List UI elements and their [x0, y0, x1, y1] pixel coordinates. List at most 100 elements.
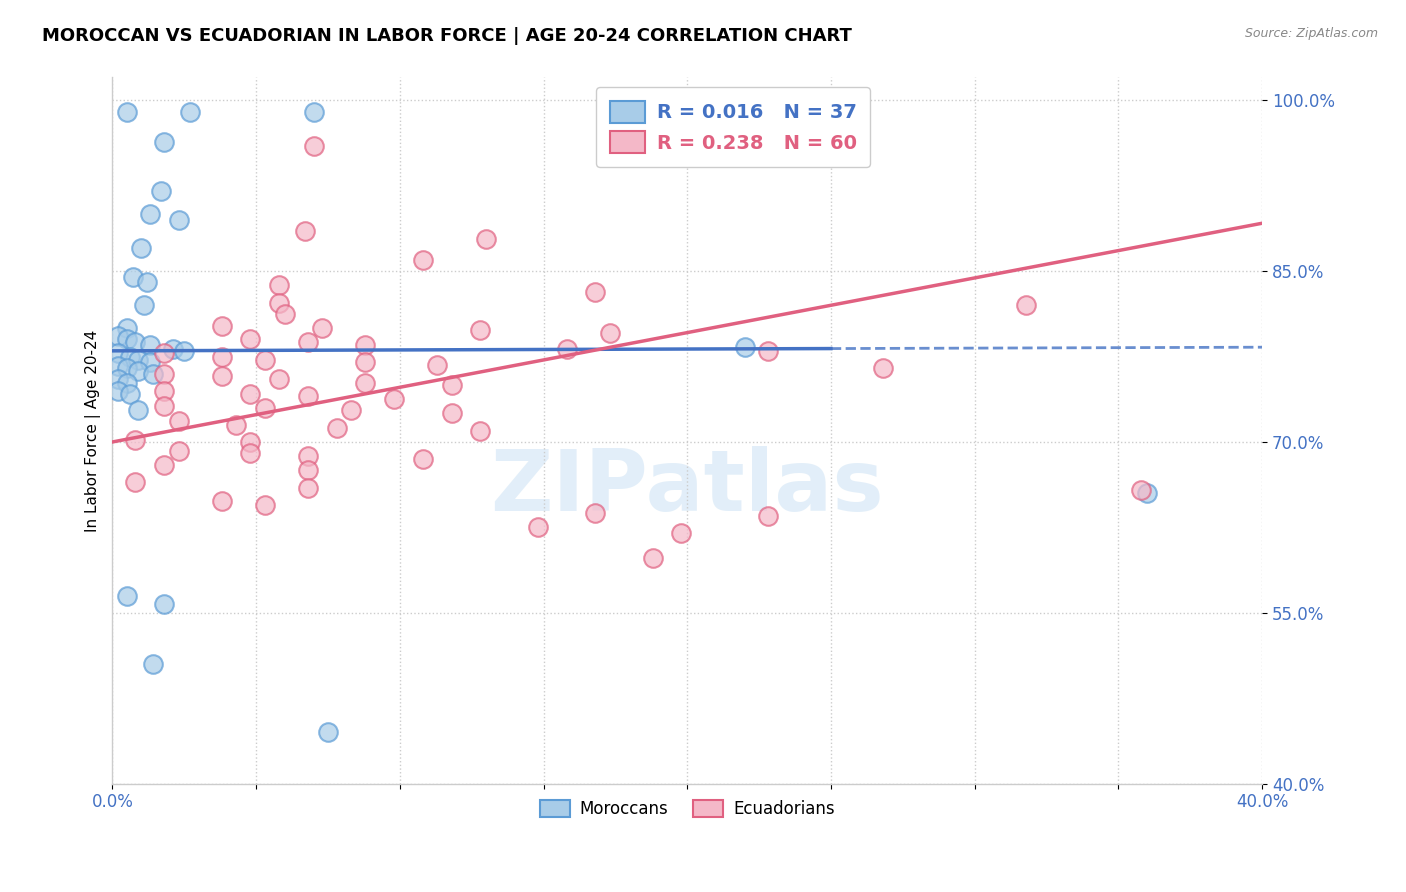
Point: [253, 401, 276, 415]
Point: [316, 725, 339, 739]
Point: [470, 424, 492, 438]
Point: [475, 232, 498, 246]
Point: [211, 368, 233, 383]
Point: [115, 333, 138, 347]
Point: [253, 498, 276, 512]
Point: [139, 355, 162, 369]
Point: [127, 353, 149, 368]
Point: [162, 342, 184, 356]
Point: [139, 338, 162, 352]
Point: [239, 434, 262, 449]
Point: [440, 407, 463, 421]
Point: [139, 207, 162, 221]
Point: [153, 346, 176, 360]
Point: [107, 384, 129, 398]
Point: [412, 252, 434, 267]
Point: [239, 387, 262, 401]
Point: [142, 657, 165, 672]
Point: [1015, 298, 1038, 312]
Point: [1136, 486, 1159, 500]
Point: [641, 551, 664, 566]
Point: [211, 318, 233, 333]
Point: [269, 296, 291, 310]
Point: [115, 360, 138, 375]
Point: [526, 520, 548, 534]
Point: [115, 376, 138, 390]
Point: [302, 104, 325, 119]
Point: [872, 360, 894, 375]
Point: [325, 421, 347, 435]
Point: [274, 307, 297, 321]
Point: [107, 346, 129, 360]
Point: [129, 241, 152, 255]
Point: [311, 321, 333, 335]
Point: [153, 399, 176, 413]
Point: [179, 104, 201, 119]
Point: [382, 392, 405, 406]
Point: [225, 417, 247, 432]
Point: [583, 506, 606, 520]
Point: [124, 433, 146, 447]
Point: [107, 329, 129, 343]
Point: [426, 358, 449, 372]
Point: [211, 494, 233, 508]
Point: [239, 333, 262, 347]
Point: [297, 481, 319, 495]
Point: [211, 350, 233, 364]
Point: [124, 475, 146, 489]
Point: [115, 104, 138, 119]
Point: [734, 340, 756, 354]
Point: [173, 343, 195, 358]
Point: [599, 326, 621, 340]
Point: [142, 367, 165, 381]
Point: [340, 403, 363, 417]
Point: [354, 376, 377, 390]
Point: [153, 136, 176, 150]
Point: [153, 367, 176, 381]
Point: [167, 415, 190, 429]
Point: [297, 334, 319, 349]
Point: [167, 444, 190, 458]
Point: [115, 321, 138, 335]
Point: [756, 343, 779, 358]
Point: [302, 138, 325, 153]
Point: [792, 99, 814, 113]
Point: [412, 452, 434, 467]
Point: [124, 334, 146, 349]
Point: [470, 323, 492, 337]
Point: [239, 446, 262, 460]
Point: [150, 185, 173, 199]
Point: [253, 353, 276, 368]
Point: [756, 509, 779, 524]
Point: [115, 589, 138, 603]
Point: [127, 364, 149, 378]
Point: [354, 355, 377, 369]
Point: [269, 277, 291, 292]
Point: [269, 372, 291, 386]
Point: [127, 403, 149, 417]
Point: [297, 449, 319, 463]
Point: [167, 212, 190, 227]
Point: [153, 458, 176, 472]
Point: [297, 463, 319, 477]
Point: [132, 298, 155, 312]
Point: [153, 384, 176, 398]
Point: [118, 387, 141, 401]
Point: [121, 269, 143, 284]
Point: [118, 350, 141, 364]
Point: [153, 597, 176, 611]
Point: [583, 285, 606, 299]
Point: [107, 359, 129, 373]
Point: [297, 389, 319, 403]
Point: [440, 378, 463, 392]
Point: [294, 224, 316, 238]
Point: [555, 342, 578, 356]
Point: [354, 338, 377, 352]
Text: ZIPatlas: ZIPatlas: [491, 446, 884, 529]
Point: [107, 372, 129, 386]
Text: Source: ZipAtlas.com: Source: ZipAtlas.com: [1244, 27, 1378, 40]
Point: [1130, 483, 1153, 497]
Text: MOROCCAN VS ECUADORIAN IN LABOR FORCE | AGE 20-24 CORRELATION CHART: MOROCCAN VS ECUADORIAN IN LABOR FORCE | …: [42, 27, 852, 45]
Y-axis label: In Labor Force | Age 20-24: In Labor Force | Age 20-24: [86, 329, 101, 532]
Point: [135, 276, 157, 290]
